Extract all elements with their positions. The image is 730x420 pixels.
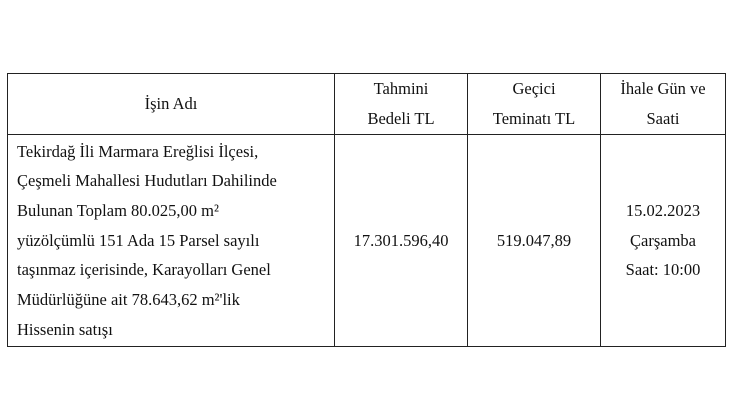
tender-date-time: 15.02.2023 Çarşamba Saat: 10:00 [600, 134, 726, 347]
header-job-name: İşin Adı [7, 73, 335, 135]
header-temporary-guarantee: Geçici Teminatı TL [467, 73, 601, 135]
header-estimated-price: Tahmini Bedeli TL [334, 73, 468, 135]
tender-table: İşin Adı Tahmini Bedeli TL Geçici Teminatı… [7, 73, 726, 347]
table-row: Tekirdağ İli Marmara Ereğlisi İlçesi, Çe… [7, 134, 726, 347]
description-line: Çeşmeli Mahallesi Hudutları Dahilinde [17, 171, 277, 191]
tender-day: Çarşamba [630, 230, 696, 250]
header-text: Teminatı TL [492, 109, 576, 128]
description-line: taşınmaz içerisinde, Karayolları Genel [17, 260, 271, 280]
description-line: yüzölçümlü 151 Ada 15 Parsel sayılı [17, 230, 260, 250]
temporary-guarantee: 519.047,89 [467, 134, 601, 347]
header-text: İhale Gün ve [620, 79, 706, 98]
header-text: Bedeli TL [367, 109, 435, 128]
header-row: İşin Adı Tahmini Bedeli TL Geçici Teminatı… [7, 73, 726, 135]
tender-time: Saat: 10:00 [625, 260, 701, 280]
tender-date: 15.02.2023 [625, 200, 701, 220]
header-tender-date: İhale Gün ve Saati [600, 73, 726, 135]
header-text: İşin Adı [144, 94, 198, 113]
description-line: Tekirdağ İli Marmara Ereğlisi İlçesi, [17, 141, 259, 161]
job-description: Tekirdağ İli Marmara Ereğlisi İlçesi, Çe… [7, 134, 335, 347]
header-text: Geçici [512, 79, 556, 98]
description-line: Hissenin satışı [17, 319, 113, 339]
header-text: Saati [646, 109, 680, 128]
estimated-price: 17.301.596,40 [334, 134, 468, 347]
description-line: Bulunan Toplam 80.025,00 m² [17, 200, 219, 220]
header-text: Tahmini [373, 79, 429, 98]
description-line: Müdürlüğüne ait 78.643,62 m²'lik [17, 290, 240, 310]
